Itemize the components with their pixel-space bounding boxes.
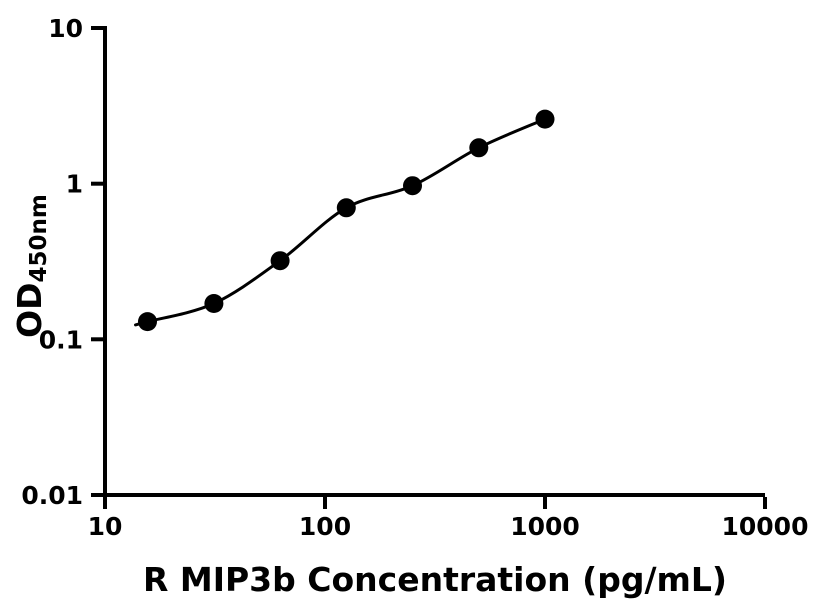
x-tick-label: 10 bbox=[88, 512, 123, 541]
x-tick-label: 10000 bbox=[722, 512, 809, 541]
x-tick-label: 1000 bbox=[510, 512, 580, 541]
y-axis-title: OD450nm bbox=[7, 181, 53, 351]
y-tick-label: 1 bbox=[66, 170, 83, 199]
y-tick-label: 10 bbox=[48, 14, 83, 43]
y-tick-label: 0.1 bbox=[39, 325, 83, 354]
x-tick-label: 100 bbox=[299, 512, 351, 541]
y-tick-label: 0.01 bbox=[21, 481, 83, 510]
x-axis-title: R MIP3b Concentration (pg/mL) bbox=[142, 560, 728, 599]
data-point bbox=[204, 294, 224, 313]
data-point bbox=[469, 138, 489, 158]
y-axis-title-subscript: 450nm bbox=[26, 194, 52, 283]
data-point bbox=[270, 251, 290, 271]
data-point bbox=[403, 176, 422, 196]
data-point bbox=[535, 109, 555, 129]
y-axis-title-main: OD bbox=[10, 282, 49, 338]
data-point bbox=[138, 312, 157, 332]
data-point bbox=[336, 198, 356, 218]
